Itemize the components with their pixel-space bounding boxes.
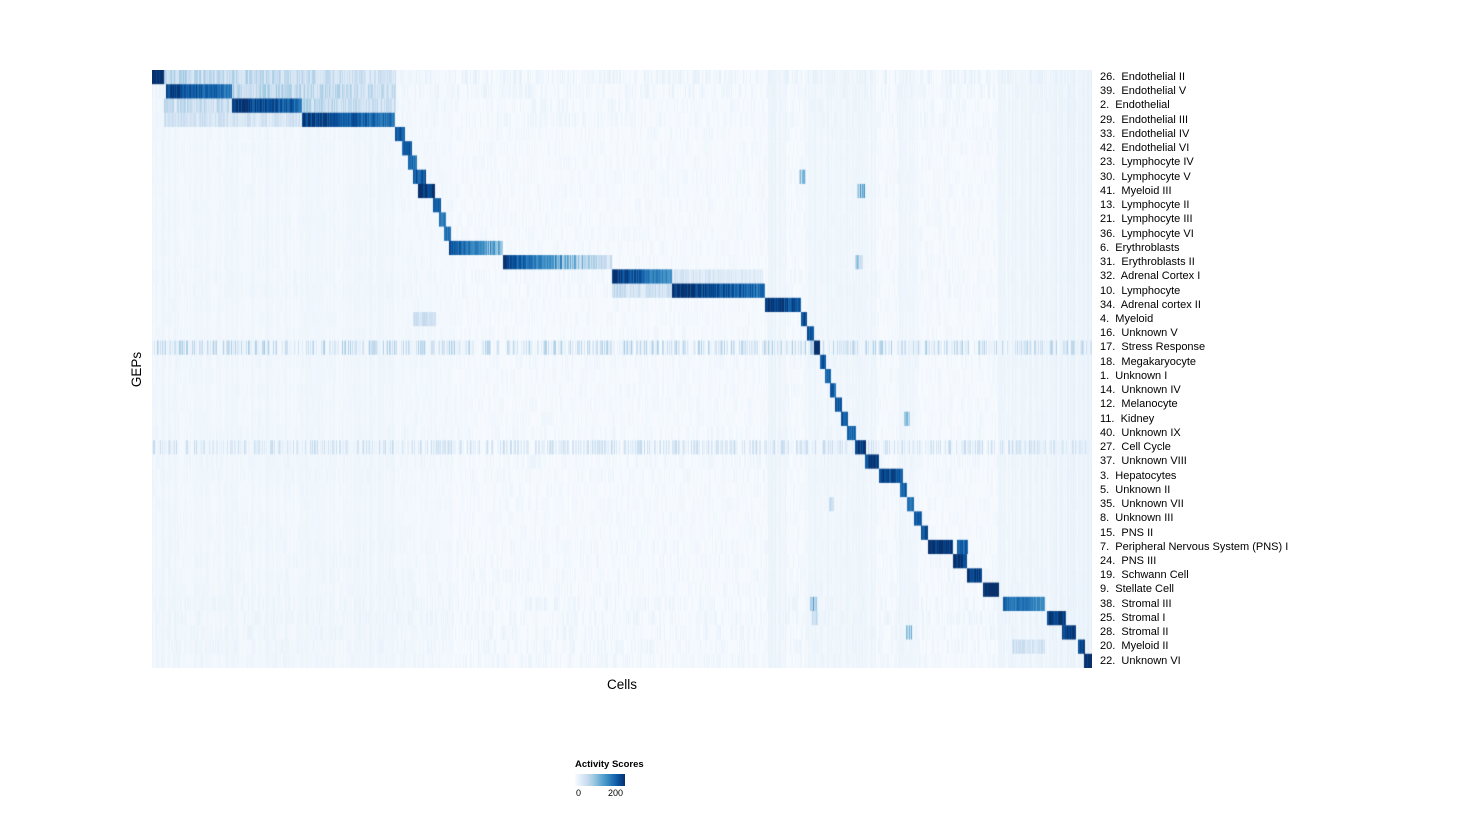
gep-row-label: 34. Adrenal cortex II	[1100, 298, 1201, 311]
gep-row-label: 29. Endothelial III	[1100, 113, 1189, 126]
gep-row-label: 4. Myeloid	[1100, 312, 1154, 325]
y-axis-label-container: GEPs	[124, 70, 150, 668]
legend-min-tick: 0	[576, 788, 582, 798]
gep-row-label: 11. Kidney	[1100, 412, 1155, 425]
heatmap-canvas	[152, 70, 1092, 668]
gep-row-label: 37. Unknown VIII	[1100, 455, 1187, 468]
x-axis-label: Cells	[606, 677, 637, 692]
gep-row-label: 13. Lymphocyte II	[1100, 199, 1190, 212]
gep-row-label: 39. Endothelial V	[1100, 85, 1187, 98]
gep-row-label: 2. Endothelial	[1100, 99, 1170, 112]
legend-max-tick: 200	[608, 788, 624, 798]
gep-row-label: 16. Unknown V	[1100, 327, 1178, 340]
gep-row-label: 36. Lymphocyte VI	[1100, 227, 1194, 240]
gep-row-label: 40. Unknown IX	[1100, 426, 1181, 439]
gep-row-label: 21. Lymphocyte III	[1100, 213, 1193, 226]
gep-row-label: 5. Unknown II	[1100, 483, 1171, 496]
gep-row-label: 41. Myeloid III	[1100, 184, 1172, 197]
gep-row-label: 1. Unknown I	[1100, 369, 1168, 382]
gep-row-labels: 26. Endothelial II 39. Endothelial V 2. En…	[1100, 70, 1450, 668]
gep-row-label: 24. PNS III	[1100, 554, 1157, 567]
legend-title: Activity Scores	[575, 759, 644, 770]
gep-row-label: 26. Endothelial II	[1100, 71, 1186, 83]
y-axis-label: GEPs	[129, 351, 145, 387]
gep-row-label: 19. Schwann Cell	[1100, 569, 1189, 582]
gep-row-label: 8. Unknown III	[1100, 512, 1174, 525]
legend-colorbar	[575, 774, 625, 786]
gep-row-label: 28. Stromal II	[1100, 626, 1169, 639]
gep-row-label: 32. Adrenal Cortex I	[1100, 270, 1201, 283]
gep-row-label: 33. Endothelial IV	[1100, 127, 1190, 140]
gep-row-label: 12. Melanocyte	[1100, 398, 1178, 411]
gep-row-label: 38. Stromal III	[1100, 597, 1172, 610]
gep-row-label: 42. Endothelial VI	[1100, 142, 1190, 155]
gep-row-label: 10. Lymphocyte	[1100, 284, 1181, 297]
gep-row-label: 31. Erythroblasts II	[1100, 256, 1195, 269]
gep-row-label: 25. Stromal I	[1100, 611, 1166, 624]
gep-row-label: 35. Unknown VII	[1100, 498, 1184, 511]
gep-row-label: 9. Stellate Cell	[1100, 583, 1174, 596]
gep-row-label: 18. Megakaryocyte	[1100, 355, 1196, 368]
gep-row-label: 14. Unknown IV	[1100, 384, 1181, 397]
gep-row-label: 3. Hepatocytes	[1100, 469, 1177, 482]
gep-row-label: 20. Myeloid II	[1100, 640, 1169, 653]
gep-row-label: 17. Stress Response	[1100, 341, 1206, 354]
gep-row-label: 7. Peripheral Nervous System (PNS) I	[1100, 540, 1289, 553]
gep-row-label: 6. Erythroblasts	[1100, 241, 1180, 254]
activity-scores-legend: Activity Scores 0 200	[575, 759, 715, 800]
gep-row-label: 27. Cell Cycle	[1100, 441, 1171, 454]
gep-row-label: 15. PNS II	[1100, 526, 1154, 539]
gep-row-label: 30. Lymphocyte V	[1100, 170, 1191, 183]
gep-row-label: 23. Lymphocyte IV	[1100, 156, 1194, 169]
gep-row-label: 22. Unknown VI	[1100, 654, 1181, 667]
legend-ticks: 0 200	[575, 788, 635, 800]
